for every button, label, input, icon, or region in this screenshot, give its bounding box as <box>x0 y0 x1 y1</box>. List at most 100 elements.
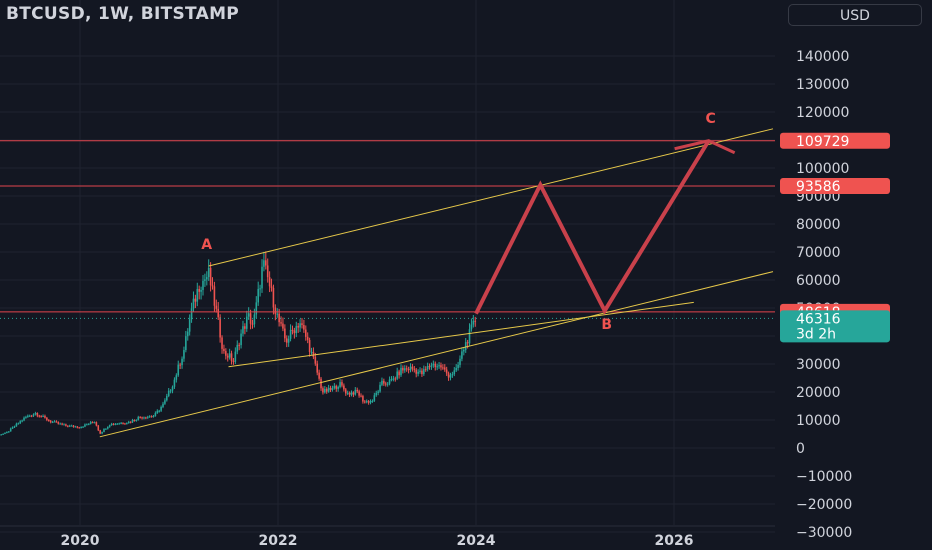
candles <box>0 251 477 436</box>
candle-body <box>97 425 100 431</box>
candle-body <box>23 417 25 421</box>
x-tick-label: 2024 <box>457 533 496 549</box>
candle-body <box>68 425 71 427</box>
y-tick-label: 20000 <box>796 385 841 401</box>
candle-body <box>310 351 313 353</box>
bar-countdown-text: 3d 2h <box>796 326 836 342</box>
candle-body <box>306 336 309 340</box>
grid <box>0 0 775 533</box>
candle-body <box>463 349 465 352</box>
candle-body <box>13 426 16 428</box>
candle-body <box>251 323 254 325</box>
y-tick-label: −30000 <box>796 525 852 541</box>
candle-body <box>413 368 416 370</box>
candle-body <box>221 337 223 349</box>
candle-body <box>337 386 339 389</box>
candle-body <box>421 370 423 375</box>
candle-body <box>91 422 94 424</box>
candle-body <box>126 422 128 424</box>
candle-body <box>331 388 334 390</box>
candle-body <box>426 366 429 370</box>
candle-body <box>266 265 269 278</box>
candle-body <box>291 329 294 331</box>
candle-body <box>133 420 136 422</box>
candle-body <box>282 323 284 329</box>
candle-body <box>259 288 261 290</box>
currency-button[interactable]: USD <box>788 4 922 26</box>
candle-body <box>17 423 20 425</box>
candle-body <box>95 422 98 426</box>
candle-body <box>308 339 311 352</box>
candle-body <box>215 305 218 309</box>
y-tick-label: 0 <box>796 441 805 457</box>
candle-body <box>343 385 345 390</box>
candle-body <box>112 423 115 425</box>
candle-body <box>247 313 250 317</box>
candle-body <box>411 366 414 369</box>
candle-body <box>424 369 427 371</box>
projection-zigzag <box>474 139 711 315</box>
x-tick-label: 2026 <box>655 533 694 549</box>
candle-body <box>375 392 378 396</box>
candle-body <box>362 396 364 402</box>
candle-body <box>455 367 457 371</box>
candle-body <box>148 416 151 418</box>
candle-body <box>335 385 338 389</box>
wave-labels: A B C <box>201 111 715 333</box>
candle-body <box>25 416 27 418</box>
candle-body <box>122 422 124 424</box>
candle-body <box>230 353 233 361</box>
candle-body <box>72 425 75 427</box>
candle-body <box>280 322 282 324</box>
candle-body <box>209 267 212 286</box>
candle-body <box>36 413 39 416</box>
x-tick-label: 2022 <box>259 533 298 549</box>
candle-body <box>9 428 12 432</box>
candle-body <box>99 430 101 434</box>
candle-body <box>164 400 166 404</box>
candle-body <box>325 388 328 392</box>
candle-body <box>238 344 240 346</box>
candle-body <box>364 401 366 403</box>
candle-body <box>175 375 178 380</box>
candle-body <box>181 358 183 366</box>
candle-body <box>329 387 332 390</box>
candle-body <box>129 421 132 423</box>
candle-body <box>234 351 237 362</box>
candle-body <box>324 388 326 393</box>
candle-body <box>200 289 202 292</box>
candle-body <box>440 365 442 368</box>
candle-body <box>316 363 319 373</box>
candle-body <box>167 390 170 397</box>
projection-path <box>474 139 736 315</box>
y-tick-label: −20000 <box>796 497 852 513</box>
candle-body <box>365 401 368 403</box>
candle-body <box>263 260 265 267</box>
candle-body <box>265 260 267 266</box>
candle-body <box>51 421 54 423</box>
level-badge-text: 109729 <box>796 134 849 150</box>
candle-body <box>120 422 122 424</box>
price-badges: 1097299358648618463163d 2h <box>780 132 890 343</box>
candle-body <box>76 426 79 428</box>
y-tick-label: 30000 <box>796 357 841 373</box>
candle-body <box>354 389 357 395</box>
candle-body <box>89 422 92 424</box>
candle-body <box>303 325 305 330</box>
candle-body <box>257 288 259 303</box>
candle-body <box>105 428 107 430</box>
wave-label-c: C <box>705 111 715 127</box>
candle-body <box>396 371 398 379</box>
candle-body <box>207 267 210 278</box>
candle-body <box>371 400 374 402</box>
candle-body <box>205 277 208 280</box>
y-tick-label: 120000 <box>796 105 849 121</box>
candle-body <box>384 383 387 385</box>
candle-body <box>284 328 286 339</box>
candle-body <box>67 425 69 427</box>
candle-body <box>194 298 197 302</box>
candle-body <box>127 421 130 423</box>
candle-body <box>55 421 58 423</box>
candle-body <box>249 313 252 324</box>
